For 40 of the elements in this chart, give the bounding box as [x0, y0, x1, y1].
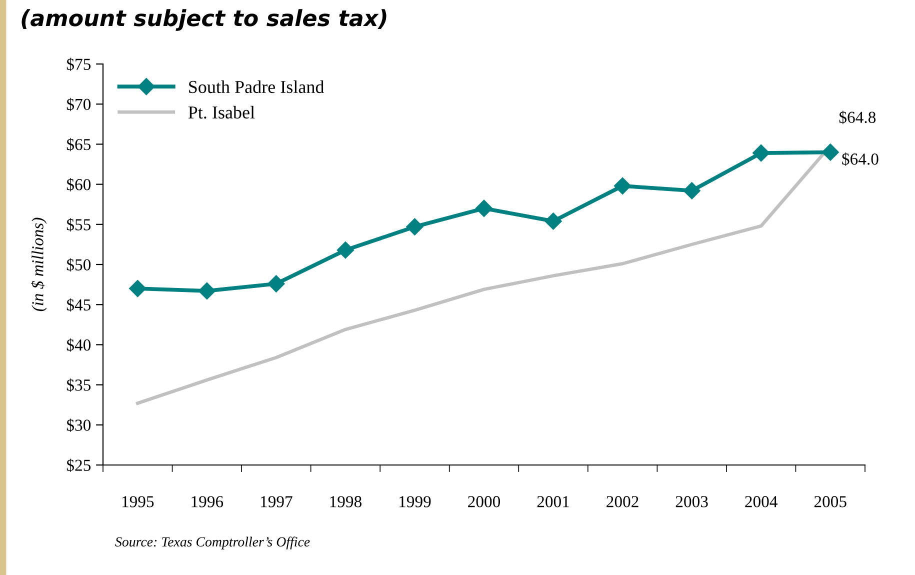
point: [752, 144, 770, 162]
point: [198, 282, 216, 300]
x-tick-label: 1996: [192, 496, 224, 508]
chart-subtitle: (amount subject to sales tax): [22, 9, 386, 31]
x-tick-label: 2005: [814, 496, 846, 508]
y-tick-label: $70: [66, 98, 91, 112]
source-note: Source: Texas Comptroller’s Office: [115, 536, 310, 550]
y-tick-label: $25: [66, 458, 91, 472]
legend-label: Pt. Isabel: [188, 106, 255, 119]
point: [683, 182, 700, 200]
point: [129, 280, 146, 298]
y-tick-label: $75: [66, 58, 91, 72]
point: [544, 212, 562, 230]
y-tick-label: $45: [66, 298, 91, 312]
y-tick-label: $35: [66, 378, 91, 392]
x-tick-label: 2001: [537, 496, 569, 508]
y-tick-label: $30: [66, 418, 91, 432]
y-tick-label: $65: [66, 138, 91, 152]
x-tick-label: 2004: [745, 496, 778, 508]
point: [336, 242, 354, 259]
x-tick-label: 2003: [676, 496, 708, 508]
y-tick-label: $55: [66, 218, 91, 232]
point: [822, 144, 839, 161]
x-tick-label: 1999: [400, 496, 431, 508]
y-tick-label: $50: [66, 258, 91, 272]
data-label: $64.0: [842, 152, 878, 166]
y-tick-label: $60: [66, 178, 91, 192]
y-tick-label: $40: [66, 338, 91, 352]
legend-label: South Padre Island: [189, 80, 324, 94]
point: [406, 218, 424, 236]
y-axis-title: (in $ millions): [31, 218, 47, 312]
point: [268, 275, 285, 292]
x-tick-label: 2000: [468, 496, 500, 508]
point: [614, 177, 632, 194]
x-tick-label: 1997: [260, 496, 292, 508]
point: [475, 200, 493, 217]
x-tick-label: 2002: [606, 496, 638, 508]
data-label: $64.8: [839, 110, 876, 124]
x-tick-label: 1995: [122, 496, 154, 508]
x-tick-label: 1998: [330, 496, 362, 508]
